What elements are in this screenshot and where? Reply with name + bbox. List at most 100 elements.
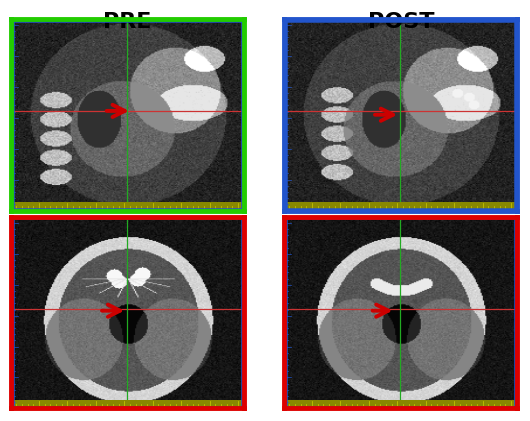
Point [8,18,14,23]
Point [282,17,288,22]
Point [8,216,14,221]
Point [9,215,15,220]
Point [8,17,15,22]
Point [8,215,14,220]
Point [281,17,288,22]
Point [8,215,15,220]
Point [282,17,288,22]
Point [281,215,287,220]
Point [281,17,287,22]
Point [8,17,15,22]
Point [8,216,14,221]
Point [282,215,288,220]
Point [281,215,288,220]
Point [281,17,288,22]
Point [281,215,287,220]
Point [281,215,287,220]
Point [8,216,14,221]
Point [8,215,15,220]
Point [8,17,14,22]
Point [8,215,14,220]
Point [8,17,14,22]
Point [281,215,288,220]
Point [8,215,15,220]
Point [8,18,14,23]
Point [281,17,288,22]
Point [281,18,287,23]
Point [281,215,287,220]
Point [281,17,288,22]
Point [8,18,14,23]
Point [8,215,15,220]
Point [8,17,15,22]
Point [8,215,14,220]
Point [281,17,288,22]
Point [8,17,15,22]
Point [281,18,287,23]
Point [8,18,14,23]
Point [8,17,14,22]
Point [8,17,15,22]
Point [9,215,15,220]
Point [282,17,288,22]
Point [282,17,288,22]
Point [8,216,14,221]
Point [8,215,15,220]
Point [281,17,288,22]
Point [8,17,15,22]
Point [8,17,15,22]
Point [8,17,14,22]
Point [8,215,14,220]
Point [281,215,288,220]
Point [8,18,14,23]
Point [281,17,287,22]
Point [8,18,14,23]
Point [9,215,15,220]
Point [8,18,14,23]
Point [8,17,15,22]
Point [8,215,14,220]
Point [281,215,288,220]
Point [282,215,288,220]
Point [8,17,14,22]
Point [8,215,14,220]
Point [8,215,14,220]
Point [281,17,287,22]
Point [9,215,15,220]
Point [281,18,287,23]
Point [8,17,14,22]
Point [9,17,15,22]
Point [8,216,14,221]
Point [281,215,288,220]
Point [281,216,287,221]
Point [8,215,15,220]
Point [281,215,288,220]
Point [281,216,287,221]
Point [281,216,287,221]
Point [8,215,15,220]
Point [281,17,287,22]
Point [8,17,14,22]
Point [8,215,14,220]
Point [8,215,15,220]
Point [8,216,14,221]
Point [8,17,14,22]
Point [282,17,288,22]
Point [281,215,288,220]
Point [281,18,287,23]
Point [281,215,288,220]
Point [8,215,14,220]
Point [281,18,287,23]
Point [8,216,14,221]
Point [282,215,288,220]
Point [281,215,288,220]
Point [281,17,288,22]
Point [8,215,14,220]
Point [281,216,287,221]
Point [281,215,287,220]
Point [8,215,14,220]
Point [281,17,287,22]
Point [281,17,288,22]
Point [8,17,14,22]
Point [8,215,14,220]
